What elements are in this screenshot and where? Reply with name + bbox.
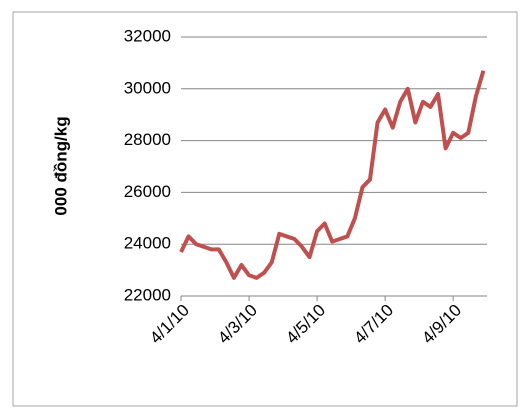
chart-border <box>12 11 518 407</box>
y-tick-label: 32000 <box>124 26 171 45</box>
y-tick-label: 26000 <box>124 182 171 201</box>
y-tick-label: 22000 <box>124 285 171 304</box>
y-tick-label: 28000 <box>124 130 171 149</box>
y-tick-label: 24000 <box>124 234 171 253</box>
y-tick-label: 30000 <box>124 78 171 97</box>
data-line <box>179 70 486 280</box>
y-axis-label: 000 đồng/kg <box>51 116 70 215</box>
